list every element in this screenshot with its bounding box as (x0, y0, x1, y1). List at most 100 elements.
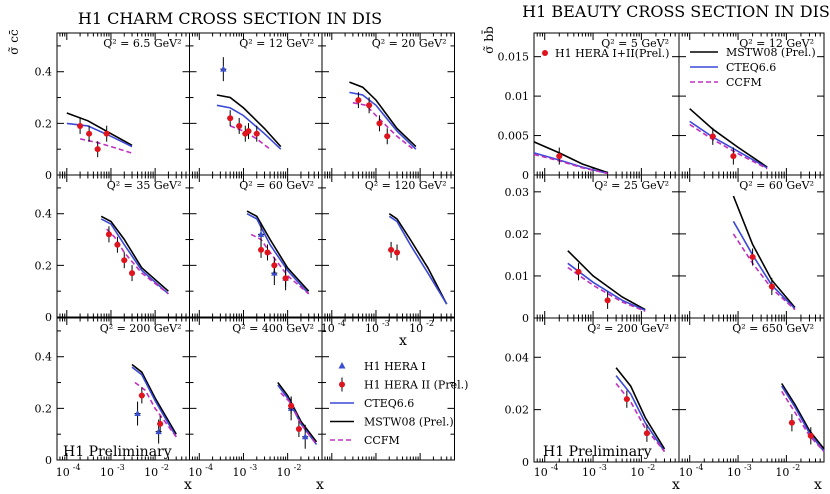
preliminary-label: H1 Preliminary (63, 444, 172, 460)
q2-label: Q² = 60 GeV² (739, 179, 814, 192)
y-tick-label: 0 (45, 311, 52, 324)
y-tick-label: 0 (522, 456, 529, 469)
mstw-curve (689, 108, 768, 168)
q2-label: Q² = 5 GeV² (601, 37, 669, 50)
x-tick-label: 10 (232, 466, 246, 479)
legend-label: MSTW08 (Prel.) (726, 46, 816, 59)
hera2-point (376, 120, 383, 127)
hera2-point (258, 246, 265, 253)
beauty-title: H1 BEAUTY CROSS SECTION IN DIS (522, 2, 830, 21)
mstw-curve (615, 367, 666, 450)
y-tick-label: 0.2 (35, 259, 53, 272)
legend-label: CTEQ6.6 (364, 397, 414, 410)
hera1-point (302, 433, 309, 440)
beauty-panel-frame (533, 174, 680, 319)
legend-hera-i-ii-marker (542, 50, 548, 56)
hera-i-ii-point (807, 432, 814, 439)
y-tick-label: 0 (522, 312, 529, 325)
x-tick-label: 10 (144, 466, 158, 479)
charm-panel-frame (56, 174, 190, 318)
hera-i-ii-point (643, 430, 650, 437)
y-tick-label: 0.02 (505, 404, 530, 417)
mstw-curve (246, 210, 310, 292)
mstw-curve (567, 250, 646, 311)
charm-panel-frame (321, 174, 455, 318)
q2-label: Q² = 650 GeV² (732, 322, 814, 335)
hera2-point (384, 133, 391, 140)
x-tick-exponent: -2 (792, 463, 800, 472)
hera2-point (157, 420, 164, 427)
cteq-curve (246, 212, 310, 295)
legend-label: H1 HERA II (Prel.) (364, 379, 468, 392)
q2-label: Q² = 120 GeV² (365, 179, 447, 192)
x-tick-label: 10 (775, 466, 789, 479)
x-tick-label: 10 (582, 466, 596, 479)
cteq-curve (388, 215, 448, 305)
beauty-panel-frame (678, 174, 825, 319)
hera2-point (271, 262, 278, 269)
x-tick-label: 10 (100, 466, 114, 479)
q2-label: Q² = 400 GeV² (232, 322, 314, 335)
x-tick-exponent: -2 (294, 463, 302, 472)
y-tick-label: 0.01 (505, 270, 530, 283)
hera2-point (86, 130, 93, 137)
mstw-curve (388, 213, 448, 305)
hera2-point (77, 122, 84, 129)
hera2-point (388, 246, 395, 253)
ccfm-curve (781, 390, 825, 453)
hera2-point (288, 402, 295, 409)
charm-panel-frame (321, 317, 455, 461)
ccfm-curve (280, 392, 318, 445)
legend-label: CCFM (726, 76, 762, 89)
y-tick-label: 0.2 (35, 117, 53, 130)
mstw-curve (349, 81, 417, 148)
x-axis-label: x (316, 477, 324, 493)
x-tick-label: 10 (409, 322, 423, 335)
hera2-point (245, 128, 252, 135)
legend-label: CCFM (364, 434, 400, 447)
hera2-point (282, 275, 289, 282)
mstw-curve (66, 112, 133, 147)
ccfm-curve (732, 233, 796, 311)
hera2-point (138, 392, 145, 399)
x-tick-label: 10 (188, 466, 202, 479)
y-tick-label: 0.03 (505, 186, 530, 199)
y-tick-label: 0.015 (498, 51, 530, 64)
x-tick-label: 10 (679, 466, 693, 479)
charm-panel-frame (321, 32, 455, 176)
mstw-curve (781, 383, 825, 450)
q2-label: Q² = 35 GeV² (107, 179, 182, 192)
hera2-point (94, 146, 101, 153)
hera1-point (220, 65, 227, 72)
cteq-curve (781, 385, 825, 452)
y-tick-label: 0.4 (35, 208, 53, 221)
preliminary-label: H1 Preliminary (543, 444, 652, 460)
hera2-point (394, 249, 401, 256)
x-tick-exponent: -4 (551, 463, 559, 472)
hera2-point (236, 122, 243, 129)
legend-label: CTEQ6.6 (726, 61, 776, 74)
ccfm-curve (689, 123, 768, 170)
x-tick-label: 10 (56, 466, 70, 479)
ccfm-curve (615, 383, 666, 453)
hera1-point (155, 428, 162, 435)
y-tick-label: 0 (522, 169, 529, 182)
hera-i-ii-point (623, 396, 630, 403)
cteq-curve (100, 218, 169, 295)
hera2-point (103, 130, 110, 137)
x-tick-exponent: -3 (117, 463, 125, 472)
x-tick-exponent: -2 (161, 463, 169, 472)
ccfm-curve (567, 266, 646, 313)
charm-panel-frame (189, 32, 323, 176)
hera2-point (355, 97, 362, 104)
q2-label: Q² = 20 GeV² (372, 37, 447, 50)
x-tick-exponent: -2 (647, 463, 655, 472)
x-tick-exponent: -3 (744, 463, 752, 472)
charm-panel-frame (189, 317, 323, 461)
charm-panel-frame (189, 174, 323, 318)
hera2-point (105, 231, 112, 238)
charm-panel-frame (56, 317, 190, 461)
ccfm-curve (134, 381, 177, 438)
x-tick-exponent: -3 (382, 319, 390, 328)
hera2-point (253, 130, 260, 137)
